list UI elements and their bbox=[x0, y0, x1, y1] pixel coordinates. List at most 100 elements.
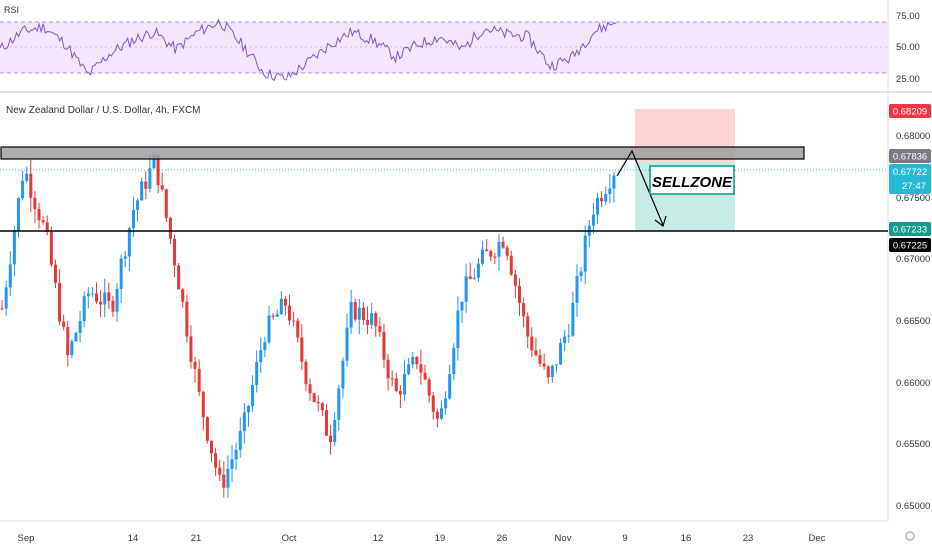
candle-body bbox=[554, 364, 558, 366]
candle-body bbox=[238, 431, 242, 450]
time-axis[interactable]: Sep 14 21 Oct 12 19 26 Nov 9 16 23 Dec bbox=[18, 533, 826, 544]
candle-body bbox=[534, 350, 538, 356]
candle-body bbox=[0, 308, 4, 310]
price-tick: 0.66000 bbox=[896, 378, 930, 389]
price-tick: 0.68000 bbox=[896, 131, 930, 142]
candle-body bbox=[398, 390, 402, 395]
candle-body bbox=[337, 388, 341, 420]
date-label: 26 bbox=[497, 533, 508, 544]
candle-body bbox=[136, 200, 140, 210]
chart-settings-icon[interactable] bbox=[905, 531, 915, 541]
candle-body bbox=[62, 321, 66, 327]
candle-body bbox=[361, 307, 365, 321]
date-label: 9 bbox=[622, 533, 627, 544]
candle-body bbox=[444, 398, 448, 409]
candle-body bbox=[567, 335, 571, 337]
candle-body bbox=[99, 301, 103, 305]
date-label: 21 bbox=[191, 533, 202, 544]
candle-body bbox=[267, 315, 271, 343]
candle-body bbox=[341, 360, 345, 389]
candle-body bbox=[509, 255, 513, 275]
candle-body bbox=[209, 440, 213, 454]
candle-body bbox=[160, 185, 164, 190]
candle-body bbox=[431, 395, 435, 412]
candle-body bbox=[86, 293, 90, 297]
candle-body bbox=[66, 326, 70, 356]
candle-body bbox=[427, 379, 431, 396]
rsi-level-50: 50.00 bbox=[896, 42, 920, 53]
candle-body bbox=[58, 282, 62, 322]
rsi-pane: RSI 75.00 50.00 25.00 bbox=[0, 5, 920, 85]
candle-body bbox=[485, 249, 489, 252]
candle-body bbox=[476, 263, 480, 278]
sellzone-annotation-box[interactable] bbox=[649, 165, 735, 195]
candle-body bbox=[522, 302, 526, 317]
candle-body bbox=[41, 220, 45, 223]
candle-body bbox=[468, 276, 472, 279]
candle-body bbox=[246, 406, 250, 413]
candle-body bbox=[164, 189, 168, 218]
candle-body bbox=[464, 276, 468, 302]
candle-body bbox=[25, 173, 29, 181]
candle-body bbox=[501, 241, 505, 248]
candle-body bbox=[45, 222, 49, 232]
candle-body bbox=[103, 292, 107, 305]
date-label: Dec bbox=[809, 533, 826, 544]
candle-body bbox=[320, 403, 324, 411]
candle-body bbox=[115, 288, 119, 312]
candle-body bbox=[74, 332, 78, 342]
candle-body bbox=[156, 155, 160, 186]
svg-text:0.67233: 0.67233 bbox=[893, 225, 927, 236]
candle-body bbox=[53, 264, 57, 283]
candle-body bbox=[119, 258, 123, 289]
candle-body bbox=[378, 326, 382, 332]
candle-body bbox=[300, 337, 304, 362]
candle-body bbox=[70, 341, 74, 356]
candle-body bbox=[497, 241, 501, 257]
candle-body bbox=[152, 155, 156, 169]
candle-body bbox=[439, 408, 443, 419]
candle-body bbox=[423, 372, 427, 380]
symbol-title: New Zealand Dollar / U.S. Dollar, 4h, FX… bbox=[6, 105, 201, 116]
price-axis[interactable]: 0.68000 0.67500 0.67000 0.66500 0.66000 … bbox=[896, 131, 930, 512]
target-price-badge: 0.67233 bbox=[889, 222, 931, 236]
candle-body bbox=[205, 417, 209, 441]
date-label: Oct bbox=[282, 533, 297, 544]
candle-body bbox=[583, 235, 587, 272]
projection-arrow[interactable] bbox=[616, 149, 664, 226]
candle-body bbox=[33, 197, 37, 209]
candle-body bbox=[296, 320, 300, 338]
candle-body bbox=[460, 301, 464, 311]
candle-body bbox=[386, 359, 390, 379]
candle-body bbox=[111, 300, 115, 312]
rsi-series-line bbox=[0, 18, 617, 82]
resistance-zone-box[interactable] bbox=[0, 146, 805, 160]
rsi-band bbox=[0, 22, 888, 73]
candle-body bbox=[193, 361, 197, 369]
candle-body bbox=[472, 277, 476, 279]
candle-body bbox=[419, 364, 423, 373]
candle-body bbox=[90, 293, 94, 295]
candlestick-series bbox=[0, 152, 616, 498]
support-price-badge: 0.67225 bbox=[889, 238, 931, 252]
candle-body bbox=[353, 301, 357, 320]
candle-body bbox=[316, 401, 320, 404]
candle-body bbox=[324, 410, 328, 436]
candle-body bbox=[275, 314, 279, 317]
candle-body bbox=[600, 197, 604, 202]
candle-body bbox=[140, 181, 144, 201]
candle-body bbox=[255, 362, 259, 385]
candle-body bbox=[435, 411, 439, 419]
candle-body bbox=[608, 188, 612, 195]
candle-body bbox=[288, 305, 292, 321]
candle-body bbox=[78, 321, 82, 333]
candle-body bbox=[189, 336, 193, 362]
candle-body bbox=[263, 342, 267, 351]
candle-body bbox=[390, 378, 394, 380]
candle-body bbox=[612, 175, 616, 189]
candle-body bbox=[107, 292, 111, 301]
candle-body bbox=[591, 214, 595, 226]
candle-body bbox=[259, 350, 263, 363]
